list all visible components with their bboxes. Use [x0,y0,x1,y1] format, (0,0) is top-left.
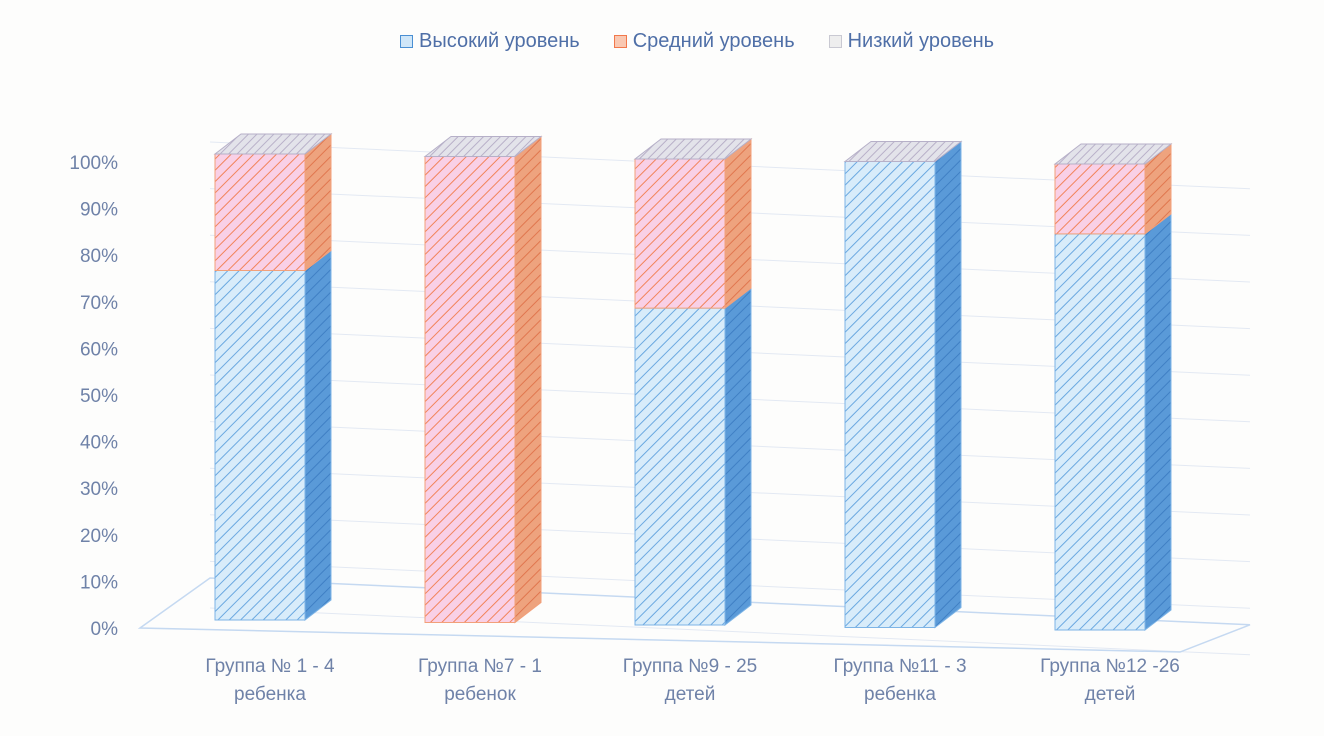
legend-label-mid: Средний уровень [632,30,795,52]
grid-line [209,607,1251,656]
y-tick-label: 80% [80,246,118,267]
chart-legend: Высокий уровень Средний уровень Низкий у… [400,30,1120,53]
x-tick-label: ребенок [444,684,516,705]
bar-side [1144,212,1172,632]
legend-label-low: Низкий уровень [847,30,995,52]
x-tick-label: Группа №11 - 3 [833,656,966,677]
y-tick-label: 100% [69,153,118,174]
bar-top [213,133,333,155]
legend-item-mid: Средний уровень [613,30,795,53]
legend-item-low: Низкий уровень [828,30,995,53]
x-tick-label: ребенка [234,684,306,705]
bar-segment [844,161,936,628]
bars [213,132,1173,632]
x-tick-label: Группа № 1 - 4 [205,656,335,677]
y-tick-label: 0% [91,619,119,640]
legend-item-high: Высокий уровень [400,30,580,53]
bar-side [304,249,332,622]
y-tick-label: 50% [80,386,118,407]
legend-swatch-mid [613,35,627,48]
legend-swatch-low [828,35,842,48]
y-tick-label: 10% [80,572,118,593]
y-tick-label: 30% [80,479,118,500]
bar-top [1053,143,1173,165]
bar-top [633,138,753,160]
x-tick-label: Группа №9 - 25 [623,656,757,677]
bar-side [724,137,752,310]
x-axis-labels: Группа № 1 - 4 ребенка Группа №7 - 1 ребено… [205,656,1179,705]
bar-segment [1054,233,1146,631]
y-tick-label: 90% [80,200,118,221]
x-tick-label: Группа №7 - 1 [418,656,542,677]
y-tick-label: 40% [80,433,118,454]
legend-swatch-high [400,35,413,48]
chart-floor [137,577,1251,653]
bar-side [724,287,752,627]
x-tick-label: детей [1085,684,1136,705]
bar-side [934,140,962,629]
x-tick-label: ребенка [864,684,936,705]
bar-segment [214,153,306,271]
y-tick-label: 60% [80,339,118,360]
x-tick-label: Группа №12 -26 [1040,656,1180,677]
bar-side [304,132,332,272]
bar-top [843,141,963,162]
bar-side [514,135,542,624]
bar-segment [634,158,726,309]
bar-segment [424,156,516,623]
bar-segment [1054,163,1146,235]
y-axis-ticks: 0% 10% 20% 30% 40% 50% 60% 70% 80% 90% 100% [69,153,118,640]
bar-segment [214,270,306,621]
y-tick-label: 20% [80,526,118,547]
bar-top [423,136,543,157]
x-tick-label: детей [665,684,716,705]
bar-segment [634,307,726,626]
y-tick-label: 70% [80,293,118,314]
legend-label-high: Высокий уровень [419,30,580,52]
